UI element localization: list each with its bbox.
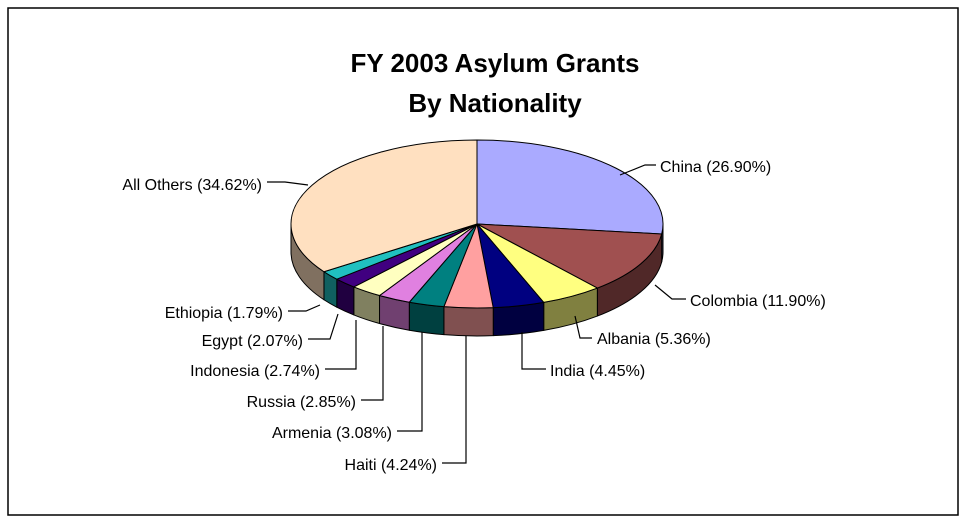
data-label-russia: Russia (2.85%) [247, 394, 356, 411]
leader-line-ethiopia [288, 304, 321, 312]
data-label-indonesia: Indonesia (2.74%) [190, 363, 320, 380]
leader-line-colombia [654, 284, 686, 300]
leader-line-russia [361, 326, 384, 401]
pie-top [290, 139, 664, 309]
data-label-colombia: Colombia (11.90%) [690, 293, 826, 310]
leader-line-albania [574, 315, 592, 339]
data-label-india: India (4.45%) [550, 363, 645, 380]
data-label-ethiopia: Ethiopia (1.79%) [165, 305, 283, 322]
leader-line-china [619, 164, 656, 176]
data-label-armenia: Armenia (3.08%) [272, 425, 392, 442]
data-label-egypt: Egypt (2.07%) [202, 333, 303, 350]
leader-line-india [521, 332, 546, 370]
pie-slice-all-others [290, 139, 478, 273]
pie-side-haiti [443, 306, 494, 337]
data-label-all-others: All Others (34.62%) [122, 177, 262, 194]
data-label-china: China (26.90%) [660, 159, 771, 176]
chart-title: FY 2003 Asylum Grants [350, 48, 639, 78]
leader-line-indonesia [325, 320, 357, 370]
leader-line-haiti [442, 336, 467, 464]
pie-slice-china [476, 139, 664, 235]
pie-labels: China (26.90%) Colombia (11.90%) Albania (… [122, 159, 825, 474]
pie-side-armenia [408, 301, 445, 336]
leader-line-all-others [267, 181, 309, 186]
data-label-albania: Albania (5.36%) [597, 331, 711, 348]
pie-slice-colombia [476, 223, 663, 289]
leader-line-armenia [397, 332, 423, 432]
leader-line-egypt [308, 313, 339, 340]
data-label-haiti: Haiti (4.24%) [345, 457, 437, 474]
chart-subtitle: By Nationality [408, 88, 582, 118]
pie-sides [290, 223, 664, 337]
